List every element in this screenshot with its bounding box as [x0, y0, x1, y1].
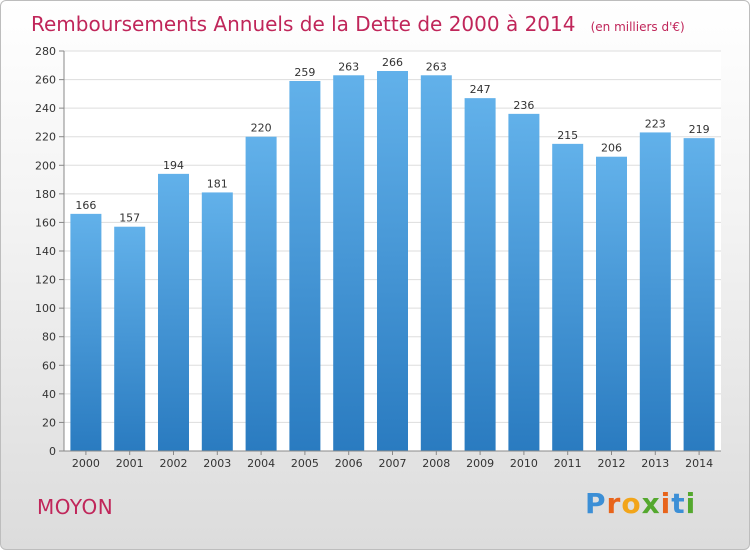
logo-letter: P: [585, 487, 607, 520]
bar-2011: [552, 143, 584, 451]
bar-2003: [201, 192, 233, 451]
bar-2012: [596, 156, 627, 451]
y-tick-label: 220: [35, 131, 56, 144]
logo-letter: r: [606, 487, 622, 520]
x-tick-label: 2009: [466, 457, 494, 470]
x-tick-label: 2010: [510, 457, 538, 470]
bar-2006: [333, 75, 365, 452]
x-tick-label: 2004: [247, 457, 275, 470]
value-label: 263: [338, 60, 359, 73]
bar-2000: [70, 213, 102, 451]
y-tick-label: 100: [35, 302, 56, 315]
value-label: 263: [426, 60, 447, 73]
logo-letter: t: [671, 487, 686, 520]
value-label: 181: [207, 177, 228, 190]
y-tick-label: 20: [42, 416, 56, 429]
value-label: 247: [470, 83, 491, 96]
value-labels: 166 157 194 181 220 259 263 266 263 247 236 215 206 2…: [75, 56, 709, 225]
logo-letter: i: [660, 487, 672, 520]
value-label: 157: [119, 212, 140, 225]
x-tick-label: 2001: [116, 457, 144, 470]
value-label: 259: [294, 66, 315, 79]
value-label: 219: [689, 123, 710, 136]
chart-title-main: Remboursements Annuels de la Dette de 20…: [31, 12, 575, 36]
value-label: 194: [163, 159, 184, 172]
value-label: 223: [645, 117, 666, 130]
x-tick-label: 2000: [72, 457, 100, 470]
proxiti-logo: Proxiti: [585, 487, 696, 520]
commune-name: MOYON: [37, 495, 114, 519]
bar-2010: [508, 113, 540, 451]
x-tick-label: 2003: [203, 457, 231, 470]
logo-letter: o: [621, 487, 642, 520]
value-label: 266: [382, 56, 403, 69]
value-label: 166: [75, 199, 96, 212]
value-label: 215: [557, 129, 578, 142]
x-tick-label: 2013: [641, 457, 669, 470]
x-tick-label: 2006: [335, 457, 363, 470]
y-tick-label: 180: [35, 188, 56, 201]
x-tick-label: 2008: [422, 457, 450, 470]
x-tick-label: 2005: [291, 457, 319, 470]
bar-2004: [245, 136, 277, 451]
logo-letter: i: [685, 487, 697, 520]
value-label: 220: [251, 122, 272, 135]
chart-title: Remboursements Annuels de la Dette de 20…: [31, 12, 685, 36]
value-label: 206: [601, 142, 622, 155]
y-tick-label: 40: [42, 388, 56, 401]
y-tick-label: 60: [42, 359, 56, 372]
y-tick-label: 140: [35, 245, 56, 258]
y-tick-label: 240: [35, 102, 56, 115]
logo-letter: x: [641, 487, 661, 520]
bar-2007: [377, 71, 408, 451]
y-tick-label: 0: [49, 445, 56, 458]
bar-2009: [464, 98, 496, 452]
bar-2013: [639, 132, 671, 451]
x-tick-label: 2002: [160, 457, 188, 470]
y-tick-label: 120: [35, 274, 56, 287]
bars: [70, 71, 715, 452]
y-tick-label: 160: [35, 216, 56, 229]
chart-title-unit: (en milliers d'€): [591, 20, 685, 34]
y-tick-label: 280: [35, 45, 56, 58]
x-tick-label: 2014: [685, 457, 713, 470]
y-tick-label: 80: [42, 331, 56, 344]
y-tick-label: 200: [35, 159, 56, 172]
value-label: 236: [513, 99, 534, 112]
bar-2014: [683, 138, 715, 451]
bar-2002: [158, 173, 189, 451]
axes: 0 20 40 60 80 100 120 140 160 180 200 220 240 260 280 2…: [35, 45, 721, 470]
bar-2005: [289, 81, 321, 451]
x-tick-label: 2012: [598, 457, 626, 470]
x-tick-label: 2007: [379, 457, 407, 470]
x-tick-label: 2011: [554, 457, 582, 470]
bar-2001: [114, 226, 146, 451]
y-tick-label: 260: [35, 74, 56, 87]
bar-2008: [420, 75, 452, 452]
